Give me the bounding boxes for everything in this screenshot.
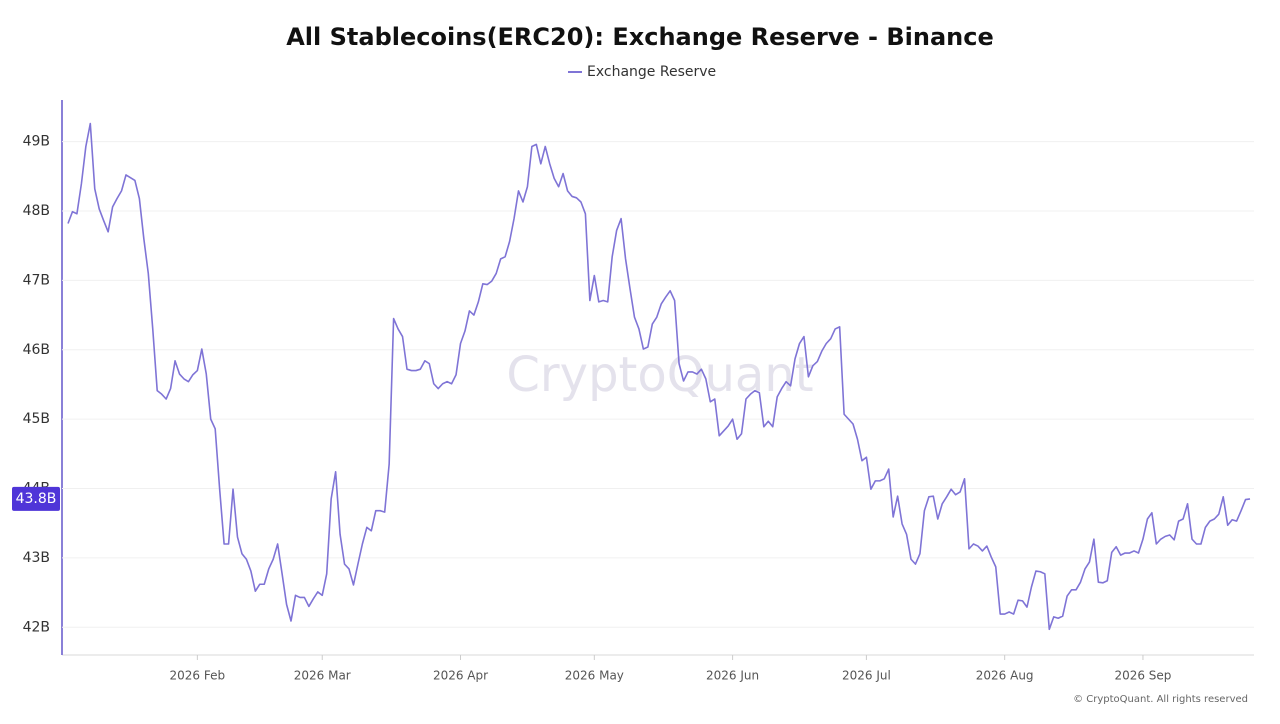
y-tick-label: 46B <box>23 342 50 358</box>
x-tick-label: 2026 Sep <box>1114 669 1171 683</box>
current-value-box <box>12 486 60 511</box>
y-tick-label: 49B <box>23 134 50 150</box>
y-tick-label: 42B <box>23 619 50 635</box>
y-tick-label: 47B <box>23 272 50 288</box>
x-tick-label: 2026 Jun <box>706 669 759 683</box>
x-tick-label: 2026 Mar <box>294 669 351 683</box>
y-tick-label: 45B <box>23 411 50 427</box>
watermark: CryptoQuant <box>506 347 813 403</box>
x-tick-label: 2026 Aug <box>976 669 1034 683</box>
chart-title: All Stablecoins(ERC20): Exchange Reserve… <box>286 23 994 51</box>
x-tick-label: 2026 Apr <box>433 669 488 683</box>
x-tick-label: 2026 May <box>565 669 624 683</box>
current-value-label: 43.8B <box>16 491 57 507</box>
y-tick-label: 43B <box>23 550 50 566</box>
y-tick-label: 48B <box>23 203 50 219</box>
legend-label: Exchange Reserve <box>587 64 716 80</box>
copyright: © CryptoQuant. All rights reserved <box>1073 694 1248 705</box>
data-line <box>67 122 1251 631</box>
x-tick-label: 2026 Feb <box>170 669 226 683</box>
x-tick-label: 2026 Jul <box>842 669 891 683</box>
